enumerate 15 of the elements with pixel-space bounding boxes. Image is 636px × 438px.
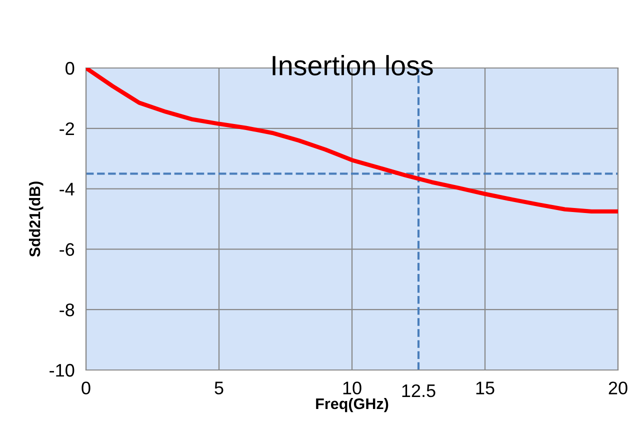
x-tick-label: 20 [608, 382, 628, 394]
x-tick-label: 0 [82, 382, 90, 394]
x-tick-label: 15 [476, 382, 494, 394]
y-tick-label: 0 [66, 62, 74, 75]
y-axis-title: Sdd21(dB) [29, 182, 44, 257]
y-tick-label: -2 [60, 122, 74, 135]
x-axis-title: Freq(GHz) [316, 398, 388, 412]
y-tick-label: -4 [60, 182, 74, 196]
y-tick-label: -8 [60, 304, 74, 316]
x-tick-label: 10 [343, 382, 362, 394]
x-tick-label: 5 [214, 382, 224, 394]
ref-line-label: 12.5 [402, 384, 436, 398]
y-tick-label: -6 [60, 243, 74, 256]
y-tick-label: -10 [50, 364, 74, 377]
chart-title: Insertion loss [272, 55, 433, 76]
